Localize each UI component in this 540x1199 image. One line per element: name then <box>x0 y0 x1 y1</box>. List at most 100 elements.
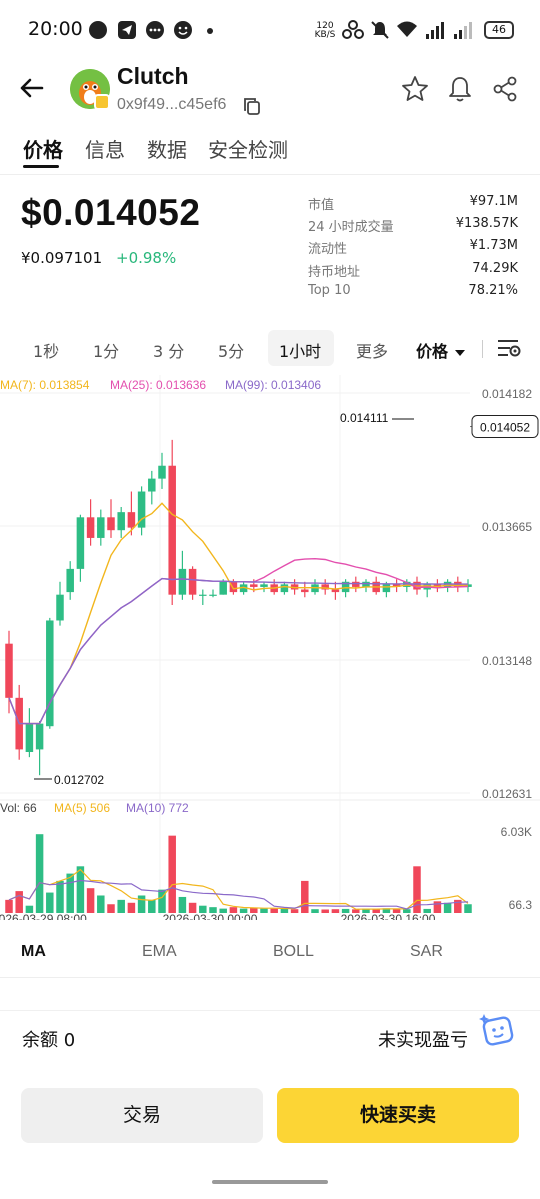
volume-tick-top: 6.03K <box>501 825 532 839</box>
wifi-icon <box>397 21 417 37</box>
tab-security-check[interactable]: 安全检测 <box>208 138 288 162</box>
candle-body <box>352 581 360 587</box>
message-icon <box>146 21 164 39</box>
token-name: Clutch <box>117 63 189 89</box>
candle-body <box>229 581 238 593</box>
bell-alert-icon[interactable] <box>445 74 475 104</box>
volume-bar <box>107 904 115 913</box>
volume-bar <box>199 905 207 913</box>
interval-1h[interactable]: 1小时 <box>279 342 322 361</box>
volume-bar <box>168 835 176 913</box>
candle-body <box>260 584 268 587</box>
caret-down-icon <box>454 349 465 356</box>
current-price-box <box>471 415 539 439</box>
indicator-ma[interactable]: MA <box>21 943 46 960</box>
share-icon[interactable] <box>490 74 520 104</box>
volume-bar <box>127 902 136 913</box>
ai-assistant-icon[interactable] <box>478 1010 518 1050</box>
telegram-icon <box>118 21 136 39</box>
volume-bar <box>270 908 278 913</box>
y-axis-tick: 0.012631 <box>482 787 532 801</box>
copy-icon[interactable] <box>242 96 262 116</box>
volume-bar <box>219 908 227 913</box>
ma7-line <box>8 502 469 725</box>
candle-body <box>331 589 340 593</box>
chart-labels: 0.014182 0.013665 0.013148 0.012631 MA(7): 0… <box>0 378 539 920</box>
price-type-label: 价格 <box>416 342 449 361</box>
stat-value-market-cap: ¥97.1M <box>469 194 518 209</box>
volume-bar <box>158 889 166 913</box>
volume-bar <box>301 880 309 913</box>
tab-info[interactable]: 信息 <box>85 138 125 162</box>
chart-grid <box>0 375 540 915</box>
volume-bar <box>35 834 44 913</box>
volume-bar <box>66 873 74 913</box>
stat-label-holders: 持币地址 <box>308 265 361 280</box>
volume-bar <box>403 909 411 913</box>
candle-body <box>250 584 258 587</box>
candle-body <box>188 568 197 595</box>
volume-bar <box>250 907 258 913</box>
indicator-ema[interactable]: EMA <box>142 943 177 960</box>
interval-3m[interactable]: 3 分 <box>153 342 185 361</box>
y-axis-tick: 0.013665 <box>482 520 532 534</box>
chat-app-icon <box>89 21 107 39</box>
candle-body <box>117 512 125 531</box>
tabs-divider <box>0 174 540 175</box>
candle-body <box>107 517 115 531</box>
candle-body <box>392 584 401 587</box>
volume-bar <box>341 908 350 913</box>
candle-body <box>86 517 95 538</box>
x-axis-tick: 2026-03-30 16:00 <box>341 912 436 920</box>
quick-trade-button[interactable]: 快速买卖 <box>277 1088 519 1143</box>
volume-bar <box>382 908 391 913</box>
ma25-label: MA(25): 0.013636 <box>110 378 206 392</box>
candle-body <box>209 594 217 596</box>
tab-data[interactable]: 数据 <box>147 138 187 162</box>
volume-bar <box>209 907 217 913</box>
price-change: +0.98% <box>116 249 177 267</box>
volume-bar <box>454 899 462 913</box>
ma99-line <box>8 577 468 725</box>
interval-more[interactable]: 更多 <box>356 342 389 361</box>
volume-bar <box>97 895 105 913</box>
candle-body <box>25 723 34 752</box>
interval-5m[interactable]: 5分 <box>218 342 245 361</box>
volume-bar <box>372 909 380 913</box>
candle-body <box>239 584 248 593</box>
back-arrow-icon[interactable] <box>16 72 48 104</box>
tab-price[interactable]: 价格 <box>23 138 63 162</box>
chain-badge-icon <box>94 94 110 110</box>
chart-settings-icon[interactable] <box>496 336 522 360</box>
star-favorite-icon[interactable] <box>400 74 430 104</box>
price-type-dropdown[interactable]: 价格 <box>416 338 466 362</box>
volume-bar <box>311 909 319 913</box>
net-speed-unit: KB/S <box>314 30 336 40</box>
volume-bar <box>117 899 125 913</box>
price-chart[interactable]: 0.014182 0.013665 0.013148 0.012631 MA(7): 0… <box>0 375 540 920</box>
candle-body <box>341 581 350 593</box>
volume-bar <box>464 904 472 913</box>
trade-button[interactable]: 交易 <box>21 1088 263 1143</box>
signal-5g-icon-2 <box>454 22 472 39</box>
volume-bar <box>392 908 401 913</box>
interval-1m[interactable]: 1分 <box>93 342 120 361</box>
candle-body <box>5 643 13 698</box>
indicator-boll[interactable]: BOLL <box>273 943 314 960</box>
token-address: 0x9f49...c45ef6 <box>117 96 227 113</box>
stat-value-24h-volume: ¥138.57K <box>455 216 518 231</box>
status-time: 20:00 <box>28 18 83 40</box>
indicator-sar[interactable]: SAR <box>410 943 443 960</box>
balance-label: 余额 0 <box>22 1030 76 1051</box>
candle-body <box>66 568 74 593</box>
interval-1s[interactable]: 1秒 <box>33 342 60 361</box>
status-bar: 20:00 120 KB/S 46 <box>0 0 540 62</box>
candle-body <box>219 581 227 595</box>
more-notifications-dot <box>207 28 213 34</box>
ma7-label: MA(7): 0.013854 <box>0 378 90 392</box>
volume-bars <box>5 834 472 913</box>
candle-body <box>35 723 44 750</box>
y-axis-tick: 0.014182 <box>482 387 532 401</box>
candle-body <box>97 517 105 538</box>
candle-body <box>433 584 442 587</box>
